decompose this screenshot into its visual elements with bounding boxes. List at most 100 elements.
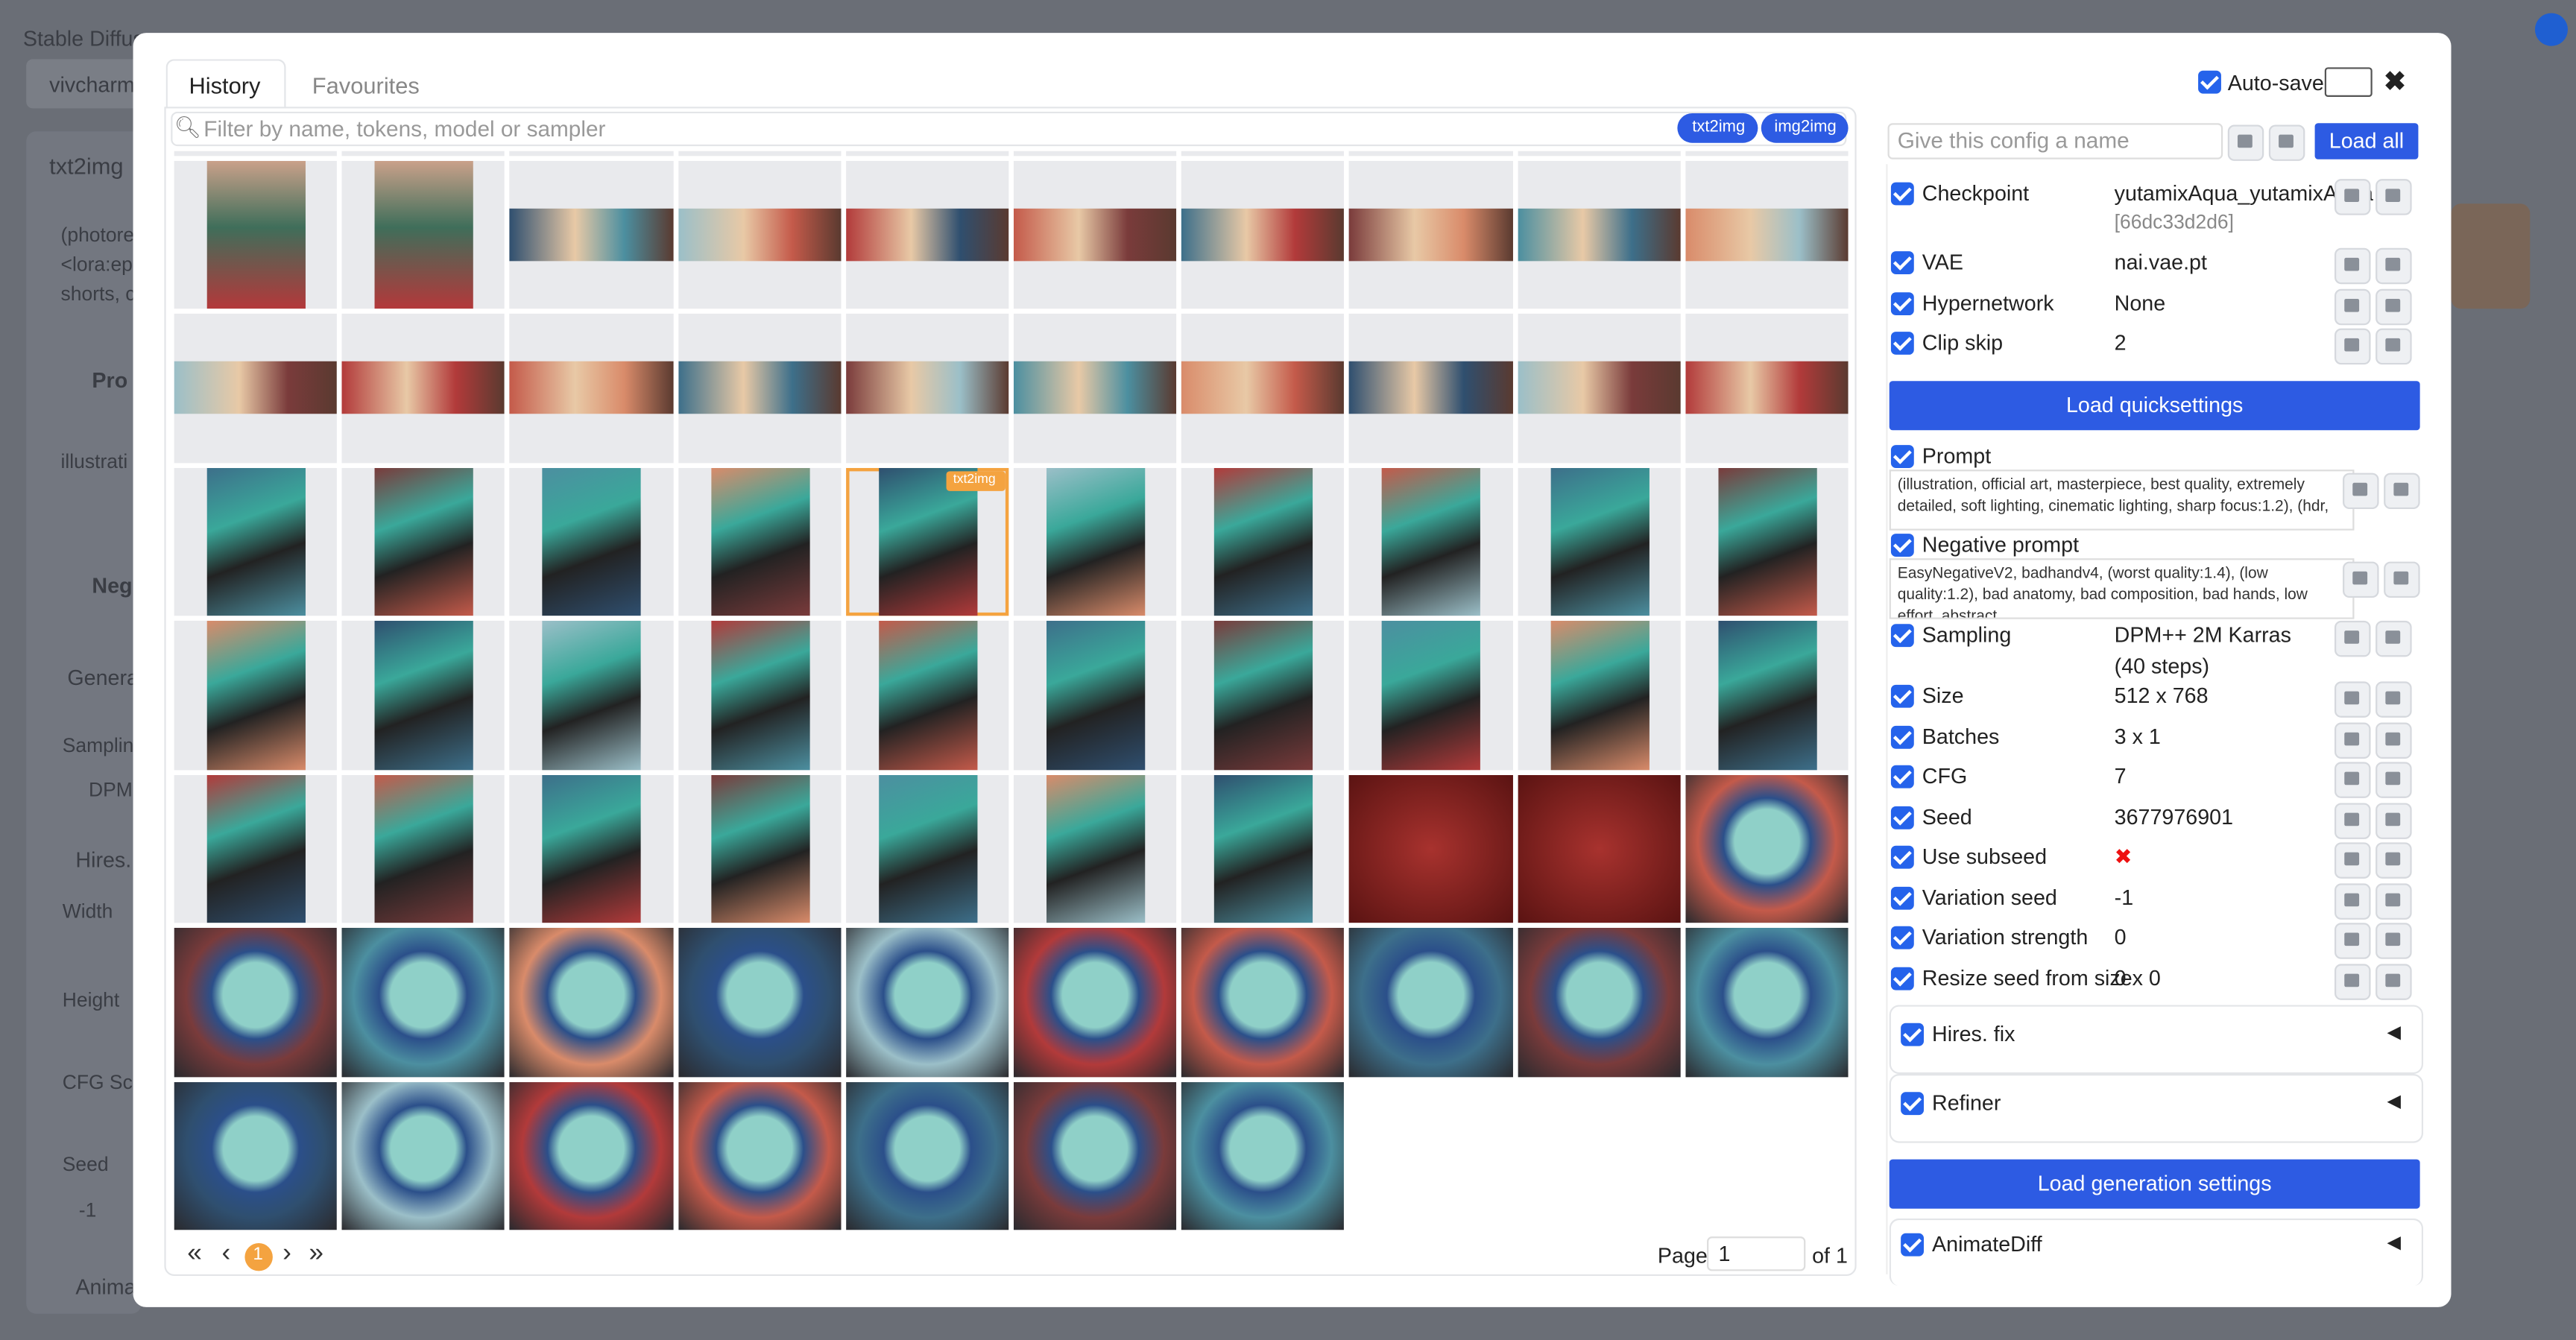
checkbox[interactable] [1890,845,1914,869]
thumbnail[interactable] [174,151,338,156]
thumbnail[interactable] [510,1081,673,1230]
thumbnail[interactable] [1013,467,1177,616]
filter-tag-label[interactable]: txt2img [1692,118,1746,136]
filter-tag-label[interactable]: img2img [1774,118,1837,136]
page-current[interactable] [244,1242,273,1271]
thumbnail[interactable] [678,1081,842,1230]
copy-button[interactable] [2375,620,2412,657]
thumbnail[interactable] [678,774,842,923]
thumbnail[interactable] [1181,927,1345,1077]
thumbnail[interactable] [341,927,505,1077]
checkbox[interactable] [1901,1092,1925,1116]
apply-button[interactable] [2334,964,2371,1000]
apply-button[interactable] [2343,561,2379,598]
thumbnail[interactable] [845,159,1009,309]
thumbnail[interactable] [174,927,338,1077]
first-page[interactable]: « [187,1239,202,1268]
tab[interactable]: History [189,72,261,99]
checkbox[interactable] [1890,926,1914,949]
thumbnail[interactable] [1349,620,1513,770]
thumbnail[interactable] [1013,159,1177,309]
thumbnail[interactable] [678,159,842,309]
thumbnail[interactable] [341,159,505,309]
section-title[interactable]: AnimateDiff [1932,1231,2042,1257]
copy-button[interactable] [2375,883,2412,920]
thumbnail[interactable] [1685,159,1849,309]
copy-button[interactable] [2375,179,2412,215]
thumbnail[interactable] [1349,159,1513,309]
thumbnail[interactable] [845,774,1009,923]
checkbox[interactable] [1890,445,1914,468]
tab[interactable]: Favourites [312,72,420,99]
checkbox[interactable] [1890,684,1914,708]
thumbnail[interactable] [1181,774,1345,923]
checkbox[interactable] [1890,534,1914,557]
thumbnail[interactable] [845,927,1009,1077]
extension-icon[interactable] [2534,13,2569,46]
apply-button[interactable] [2343,473,2379,510]
copy-button[interactable] [2375,288,2412,326]
copy-button[interactable] [2375,842,2412,879]
thumbnail[interactable] [174,313,338,463]
thumbnail[interactable] [510,151,673,156]
checkbox[interactable] [1890,765,1914,788]
filter-tag[interactable] [1677,113,1758,143]
thumbnail[interactable] [1517,313,1681,463]
prev-page[interactable]: ‹ [221,1239,231,1268]
apply-button[interactable] [2334,722,2371,759]
negative-prompt-textarea[interactable]: EasyNegativeV2, badhandv4, (worst qualit… [1889,558,2355,619]
close-button[interactable]: ✖ [2384,69,2406,98]
thumbnail[interactable] [1685,151,1849,156]
apply-button[interactable] [2334,247,2371,285]
copy-button[interactable] [2375,803,2412,839]
thumbnail[interactable] [1685,774,1849,923]
collapsible-section[interactable] [1889,1005,2424,1075]
thumbnail[interactable] [341,1081,505,1230]
thumbnail[interactable] [1685,313,1849,463]
filter-tag[interactable] [1761,113,1849,143]
last-page[interactable]: » [309,1239,324,1268]
copy-button[interactable] [2375,722,2412,759]
checkbox[interactable] [2198,70,2221,94]
apply-button[interactable] [2334,179,2371,215]
thumbnail[interactable] [174,620,338,770]
thumbnail[interactable] [341,313,505,463]
thumbnail[interactable] [1013,313,1177,463]
thumbnail[interactable] [1685,927,1849,1077]
copy-button[interactable] [2375,923,2412,959]
thumbnail[interactable] [678,151,842,156]
checkbox[interactable] [1890,292,1914,316]
thumbnail[interactable] [1517,151,1681,156]
thumbnail[interactable] [1517,467,1681,616]
checkbox[interactable] [1890,725,1914,749]
thumbnail[interactable] [1685,467,1849,616]
thumbnail[interactable] [1349,927,1513,1077]
expand-arrow[interactable]: ◀ [2387,1233,2402,1254]
thumbnail[interactable] [1349,313,1513,463]
apply-button[interactable] [2334,762,2371,798]
copy-button[interactable] [2375,328,2412,365]
apply-button[interactable] [2334,803,2371,839]
section-title[interactable]: Refiner [1932,1090,2001,1116]
apply-button[interactable] [2334,288,2371,326]
load-all-button[interactable]: Load all [2314,123,2419,159]
copy-button[interactable] [2375,681,2412,718]
search-placeholder[interactable]: Filter by name, tokens, model or sampler [203,116,606,142]
thumbnail[interactable] [1181,1081,1345,1230]
config-name-placeholder[interactable]: Give this config a name [1897,127,2130,153]
thumbnail[interactable] [1181,159,1345,309]
thumbnail[interactable] [510,467,673,616]
checkbox[interactable] [1890,624,1914,648]
checkbox[interactable] [1901,1023,1925,1046]
apply-button[interactable] [2334,681,2371,718]
thumbnail[interactable] [1517,774,1681,923]
load-quicksettings-button[interactable]: Load quicksettings [1889,381,2420,431]
apply-button[interactable] [2334,842,2371,879]
page-current-label[interactable]: 1 [253,1245,263,1265]
checkbox[interactable] [1890,251,1914,274]
thumbnail[interactable] [510,159,673,309]
thumbnail[interactable] [845,1081,1009,1230]
thumbnail[interactable] [341,467,505,616]
thumbnail[interactable] [1685,620,1849,770]
checkbox[interactable] [1890,806,1914,829]
